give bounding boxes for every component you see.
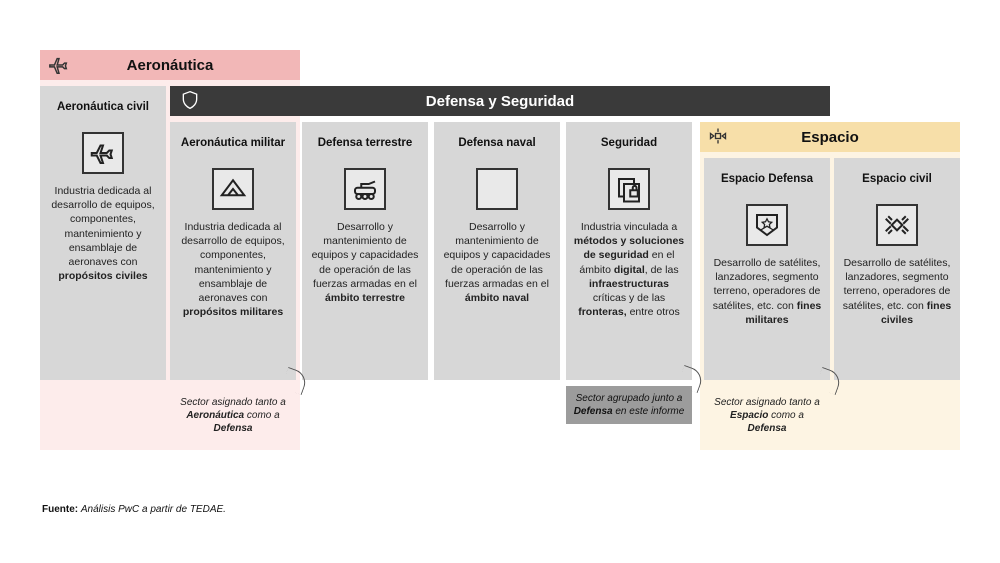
col-title: Espacio civil	[840, 164, 954, 194]
col-title: Defensa naval	[440, 128, 554, 158]
satellite-icon	[876, 204, 918, 246]
col-defensa-terrestre: Defensa terrestre Desarrollo y mantenimi…	[302, 122, 428, 380]
col-aero-civil: Aeronáutica civil Industria dedicada al …	[40, 86, 166, 380]
col-desc: Desarrollo y mantenimiento de equipos y …	[308, 220, 422, 305]
header-espacio: Espacio	[700, 122, 960, 152]
header-defensa-label: Defensa y Seguridad	[426, 93, 574, 110]
col-title: Defensa terrestre	[308, 128, 422, 158]
header-aeronautica: Aeronáutica	[40, 50, 300, 80]
stealth-icon	[212, 168, 254, 210]
col-title: Seguridad	[572, 128, 686, 158]
header-defensa: Defensa y Seguridad	[170, 86, 830, 116]
note-espacio-defensa: Sector asignado tanto a Espacio como a D…	[704, 390, 830, 441]
security-icon	[608, 168, 650, 210]
note-seguridad-defensa: Sector agrupado junto a Defensa en este …	[566, 386, 692, 424]
satellite-small-icon	[708, 126, 728, 146]
col-aero-militar: Aeronáutica militar Industria dedicada a…	[170, 122, 296, 380]
col-title: Espacio Defensa	[710, 164, 824, 194]
col-desc: Desarrollo de satélites, lanzadores, seg…	[840, 256, 954, 327]
diagram-stage: Aeronáutica Defensa y Seguridad Espacio …	[40, 50, 960, 470]
header-aero-label: Aeronáutica	[127, 57, 214, 74]
plane-icon	[48, 54, 70, 76]
plane-box-icon	[82, 132, 124, 174]
source-text: Análisis PwC a partir de TEDAE.	[81, 504, 226, 515]
col-desc: Industria dedicada al desarrollo de equi…	[176, 220, 290, 319]
col-desc: Desarrollo de satélites, lanzadores, seg…	[710, 256, 824, 327]
col-defensa-naval: Defensa naval Desarrollo y mantenimiento…	[434, 122, 560, 380]
col-desc: Industria vinculada a métodos y solucion…	[572, 220, 686, 319]
col-desc: Desarrollo y mantenimiento de equipos y …	[440, 220, 554, 305]
col-title: Aeronáutica civil	[46, 92, 160, 122]
badge-icon	[746, 204, 788, 246]
col-seguridad: Seguridad Industria vinculada a métodos …	[566, 122, 692, 380]
header-espacio-label: Espacio	[801, 129, 859, 146]
col-espacio-civil: Espacio civil Desarrollo de satélites, l…	[834, 158, 960, 380]
col-title: Aeronáutica militar	[176, 128, 290, 158]
shield-icon	[180, 90, 200, 110]
col-desc: Industria dedicada al desarrollo de equi…	[46, 184, 160, 283]
source-footnote: Fuente: Análisis PwC a partir de TEDAE.	[42, 504, 226, 515]
col-espacio-defensa: Espacio Defensa Desarrollo de satélites,…	[704, 158, 830, 380]
source-label: Fuente:	[42, 504, 78, 515]
note-aero-defensa: Sector asignado tanto a Aeronáutica como…	[170, 390, 296, 441]
naval-icon	[476, 168, 518, 210]
tank-icon	[344, 168, 386, 210]
